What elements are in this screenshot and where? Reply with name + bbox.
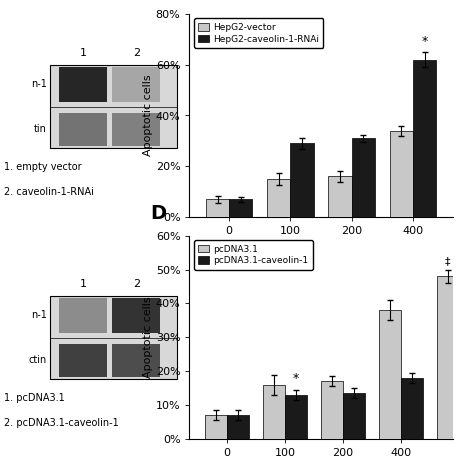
Bar — [413, 60, 436, 217]
Bar — [112, 344, 160, 377]
Bar — [205, 415, 227, 439]
Bar — [59, 67, 107, 102]
Bar — [459, 378, 462, 439]
Bar — [206, 200, 229, 217]
Bar — [321, 381, 343, 439]
Text: 2: 2 — [133, 279, 140, 289]
Bar — [379, 310, 401, 439]
Bar — [328, 176, 352, 217]
Bar — [50, 296, 176, 379]
Bar — [267, 179, 291, 217]
Bar — [112, 113, 160, 146]
Text: 1. pcDNA3.1: 1. pcDNA3.1 — [4, 393, 64, 403]
Y-axis label: Apoptotic cells: Apoptotic cells — [143, 75, 153, 156]
Bar — [59, 113, 107, 146]
Text: 2. pcDNA3.1-caveolin-1: 2. pcDNA3.1-caveolin-1 — [4, 418, 118, 428]
Text: 1. empty vector: 1. empty vector — [4, 162, 81, 172]
Text: D: D — [150, 204, 166, 224]
Bar — [112, 298, 160, 333]
Text: ‡: ‡ — [445, 256, 450, 266]
Text: ctin: ctin — [29, 355, 47, 365]
Bar — [59, 298, 107, 333]
Bar — [437, 276, 459, 439]
Bar — [229, 200, 253, 217]
Text: *: * — [293, 372, 299, 385]
Bar — [389, 131, 413, 217]
Bar — [59, 344, 107, 377]
Text: 1: 1 — [80, 48, 87, 58]
Bar — [285, 395, 307, 439]
Bar — [291, 143, 314, 217]
Legend: HepG2-vector, HepG2-caveolin-1-RNAi: HepG2-vector, HepG2-caveolin-1-RNAi — [194, 18, 323, 48]
Bar — [401, 378, 423, 439]
Text: n-1: n-1 — [31, 310, 47, 320]
Text: 1: 1 — [80, 279, 87, 289]
Text: 2. caveolin-1-RNAi: 2. caveolin-1-RNAi — [4, 187, 93, 197]
Text: n-1: n-1 — [31, 79, 47, 89]
Legend: pcDNA3.1, pcDNA3.1-caveolin-1: pcDNA3.1, pcDNA3.1-caveolin-1 — [194, 240, 312, 270]
Bar — [263, 385, 285, 439]
Bar — [112, 67, 160, 102]
Text: 2: 2 — [133, 48, 140, 58]
Bar — [50, 65, 176, 148]
Text: *: * — [421, 35, 428, 48]
Text: B: B — [150, 0, 164, 2]
X-axis label: TRAIL (ng/ml): TRAIL (ng/ml) — [279, 242, 364, 255]
Y-axis label: Apoptotic cells: Apoptotic cells — [143, 297, 153, 378]
Bar — [343, 393, 365, 439]
Bar — [352, 139, 375, 217]
Text: tin: tin — [34, 124, 47, 134]
Bar — [227, 415, 249, 439]
